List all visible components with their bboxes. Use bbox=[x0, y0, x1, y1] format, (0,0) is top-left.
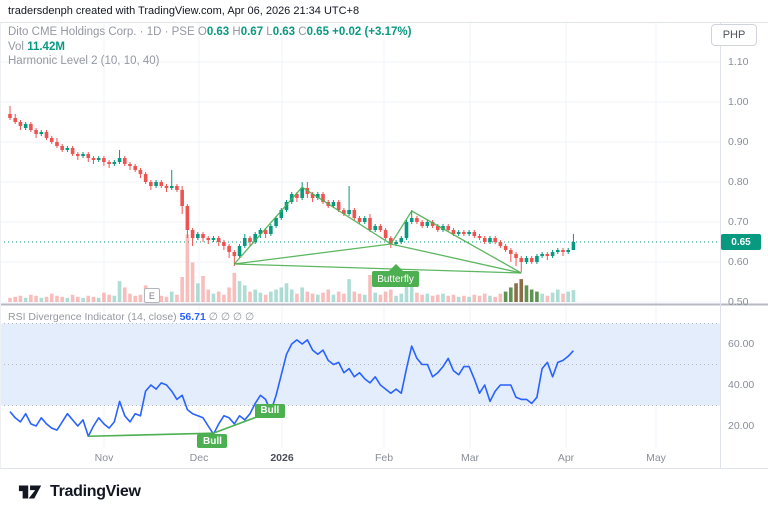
rsi-divergence-lines bbox=[88, 410, 272, 438]
volume-legend[interactable]: Vol 11.42M bbox=[8, 41, 65, 53]
time-axis-label[interactable]: May bbox=[646, 452, 666, 464]
price-axis-label: 0.70 bbox=[728, 216, 749, 228]
attribution-text: tradersdenph created with TradingView.co… bbox=[8, 5, 360, 17]
tradingview-logo-text[interactable]: TradingView bbox=[50, 483, 141, 500]
gridlines bbox=[0, 22, 720, 448]
rsi-band bbox=[0, 323, 720, 406]
time-axis-label[interactable]: Feb bbox=[374, 452, 394, 464]
exchange-label: PSE bbox=[171, 26, 195, 38]
ohlc-key: C bbox=[295, 26, 307, 38]
tradingview-logo-icon[interactable] bbox=[18, 482, 44, 502]
volume-layer bbox=[8, 234, 576, 302]
volume-label: Vol bbox=[8, 41, 24, 53]
ohlc-values: O0.63 H0.67 L0.63 C0.65 bbox=[198, 26, 329, 38]
price-axis-label: 0.90 bbox=[728, 136, 749, 148]
ohlc-value: 0.65 bbox=[306, 26, 329, 38]
time-axis-label[interactable]: Mar bbox=[460, 452, 480, 464]
volume-value: 11.42M bbox=[27, 41, 65, 53]
ohlc-value: 0.63 bbox=[206, 26, 230, 38]
price-axis-label: 0.60 bbox=[728, 256, 749, 268]
price-axis-label: 1.10 bbox=[728, 56, 749, 68]
rsi-label: RSI Divergence Indicator (14, close) bbox=[8, 311, 177, 323]
time-axis-label[interactable]: 2026 bbox=[270, 452, 294, 464]
butterfly-pattern-label[interactable]: Butterfly bbox=[372, 264, 420, 287]
rsi-axis-label: 20.00 bbox=[728, 420, 755, 432]
rsi-indicator-legend[interactable]: RSI Divergence Indicator (14, close) 56.… bbox=[8, 311, 254, 323]
rsi-axis-label: 60.00 bbox=[728, 338, 755, 350]
earnings-marker[interactable]: E bbox=[143, 288, 160, 303]
rsi-zero-values: ∅ ∅ ∅ ∅ bbox=[208, 311, 255, 323]
frame-lines bbox=[0, 22, 768, 469]
harmonic-indicator-legend[interactable]: Harmonic Level 2 (10, 10, 40) bbox=[8, 55, 160, 67]
rsi-line bbox=[9, 339, 574, 438]
price-axis-label: 1.00 bbox=[728, 96, 749, 108]
ohlc-value: 0.63 bbox=[272, 26, 296, 38]
symbol-title: Dito CME Holdings Corp. bbox=[8, 26, 137, 38]
time-axis-label[interactable]: Nov bbox=[94, 452, 114, 464]
candles-layer bbox=[8, 106, 576, 272]
footer-bar: TradingView bbox=[0, 469, 768, 515]
time-axis-label[interactable]: Dec bbox=[189, 452, 209, 464]
rsi-axis-label: 40.00 bbox=[728, 379, 755, 391]
ohlc-key: O bbox=[197, 26, 207, 38]
harmonic-pattern bbox=[233, 186, 522, 274]
chart-canvas[interactable] bbox=[0, 0, 768, 469]
change-value: +0.02 (+3.17%) bbox=[332, 26, 412, 38]
price-axis-label: 0.80 bbox=[728, 176, 749, 188]
price-axis-label: 0.50 bbox=[728, 296, 749, 308]
interval-label[interactable]: 1D bbox=[146, 26, 162, 38]
ohlc-value: 0.67 bbox=[240, 26, 264, 38]
bull-divergence-badge[interactable]: Bull bbox=[197, 434, 228, 449]
time-axis-label[interactable]: Apr bbox=[557, 452, 575, 464]
ohlc-key: H bbox=[229, 26, 241, 38]
symbol-legend[interactable]: Dito CME Holdings Corp. · 1D · PSE O0.63… bbox=[8, 26, 412, 38]
current-price-badge: 0.65 bbox=[721, 234, 761, 250]
ohlc-key: L bbox=[263, 26, 273, 38]
rsi-value: 56.71 bbox=[179, 311, 206, 323]
currency-button[interactable]: PHP bbox=[711, 24, 757, 46]
bull-divergence-badge[interactable]: Bull bbox=[254, 403, 285, 418]
